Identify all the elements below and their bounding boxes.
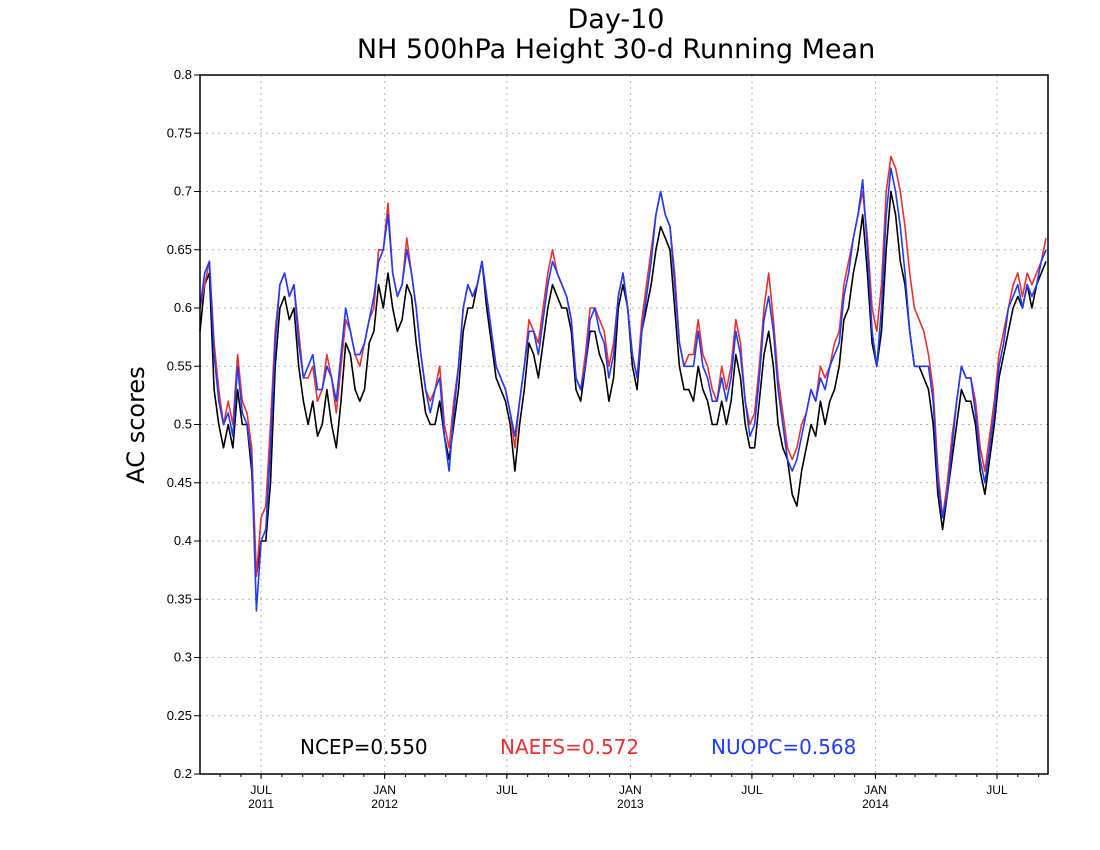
- y-tick-label: 0.5: [174, 417, 192, 432]
- y-tick-label: 0.35: [167, 591, 192, 606]
- x-tick-year-label: 2013: [617, 797, 644, 811]
- series-line-ncep: [199, 190, 1047, 577]
- legend-nuopc: NUOPC=0.568: [711, 735, 856, 759]
- y-tick-label: 0.45: [167, 475, 192, 490]
- legend-naefs: NAEFS=0.572: [500, 735, 639, 759]
- y-tick-label: 0.4: [174, 533, 192, 548]
- series-line-nuopc: [199, 167, 1047, 612]
- gridlines: [200, 75, 1048, 774]
- y-tick-label: 0.3: [174, 650, 192, 665]
- x-tick-year-label: 2014: [862, 797, 889, 811]
- y-tick-label: 0.25: [167, 708, 192, 723]
- y-tick-label: 0.7: [174, 184, 192, 199]
- x-tick-label: JAN: [373, 783, 396, 797]
- x-tick-label: JAN: [864, 783, 887, 797]
- x-tick-label: JAN: [619, 783, 642, 797]
- legend-ncep: NCEP=0.550: [300, 735, 428, 759]
- y-tick-label: 0.6: [174, 300, 192, 315]
- y-tick-label: 0.2: [174, 766, 192, 781]
- x-tick-year-label: 2011: [248, 797, 274, 811]
- y-tick-label: 0.8: [174, 67, 192, 82]
- x-tick-label: JUL: [496, 783, 518, 797]
- y-tick-label: 0.65: [167, 242, 192, 257]
- y-tick-label: 0.75: [167, 125, 192, 140]
- legend: NCEP=0.550 NAEFS=0.572 NUOPC=0.568: [300, 735, 856, 759]
- x-tick-label: JUL: [250, 783, 272, 797]
- chart-subtitle: NH 500hPa Height 30-d Running Mean: [357, 34, 875, 65]
- y-axis: 0.2 0.25 0.3 0.35 0.4 0.45 0.5 0.55 0.6 0.65 0.7 0.…: [167, 67, 200, 781]
- x-tick-label: JUL: [986, 783, 1008, 797]
- x-tick-label: JUL: [741, 783, 763, 797]
- chart-title: Day-10: [568, 4, 665, 35]
- x-tick-year-label: 2012: [371, 797, 398, 811]
- y-axis-label: AC scores: [122, 366, 150, 483]
- y-tick-label: 0.55: [167, 358, 192, 373]
- series-lines: [199, 155, 1047, 612]
